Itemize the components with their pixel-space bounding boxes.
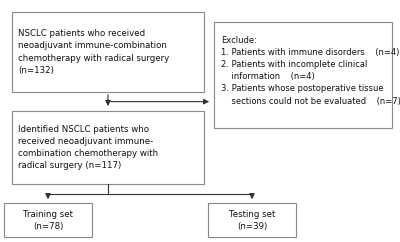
FancyBboxPatch shape <box>214 22 392 128</box>
FancyBboxPatch shape <box>4 203 92 237</box>
Text: Exclude:
1. Patients with immune disorders    (n=4)
2. Patients with incomplete : Exclude: 1. Patients with immune disorde… <box>221 36 400 106</box>
Text: Testing set
(n=39): Testing set (n=39) <box>229 210 275 231</box>
FancyBboxPatch shape <box>12 12 204 92</box>
Text: NSCLC patients who received
neoadjuvant immune-combination
chemotherapy with rad: NSCLC patients who received neoadjuvant … <box>18 29 169 75</box>
FancyBboxPatch shape <box>208 203 296 237</box>
FancyBboxPatch shape <box>12 111 204 184</box>
Text: Training set
(n=78): Training set (n=78) <box>23 210 73 231</box>
Text: Identified NSCLC patients who
received neoadjuvant immune-
combination chemother: Identified NSCLC patients who received n… <box>18 125 158 170</box>
